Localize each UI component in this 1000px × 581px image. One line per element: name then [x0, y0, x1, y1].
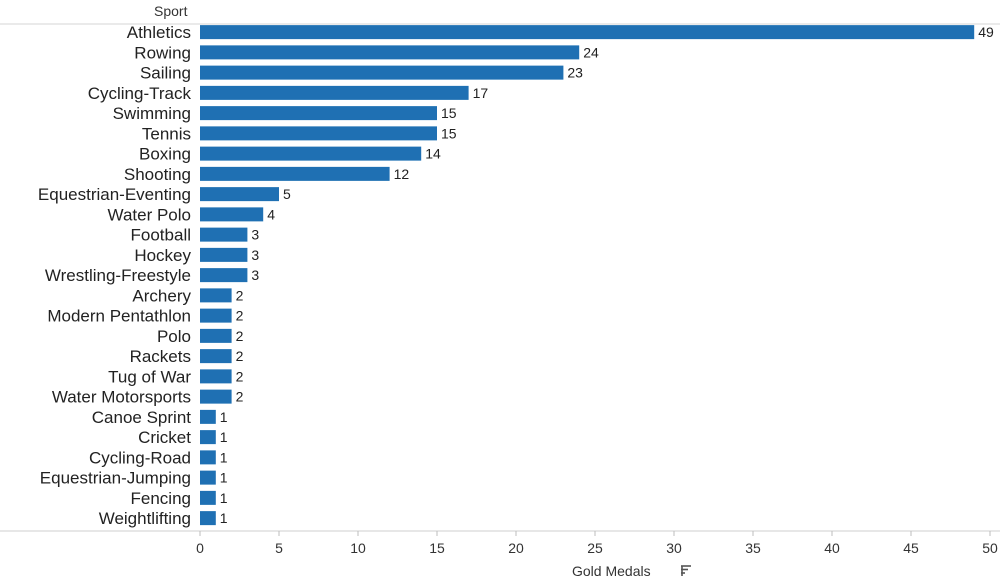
- category-label: Shooting: [124, 165, 191, 184]
- category-label: Weightlifting: [99, 509, 191, 528]
- bar[interactable]: [200, 470, 216, 485]
- x-tick-label: 0: [196, 540, 204, 556]
- x-tick-label: 20: [508, 540, 524, 556]
- category-label: Cycling-Track: [88, 84, 192, 103]
- x-tick-label: 35: [745, 540, 761, 556]
- x-tick-label: 45: [903, 540, 919, 556]
- data-label: 2: [236, 308, 244, 324]
- category-label: Cycling-Road: [89, 448, 191, 467]
- bar[interactable]: [200, 268, 248, 283]
- data-label: 14: [425, 146, 441, 162]
- x-axis-title: Gold Medals: [572, 563, 651, 579]
- data-label: 49: [978, 24, 994, 40]
- data-label: 17: [473, 85, 489, 101]
- bar[interactable]: [200, 369, 232, 384]
- bar[interactable]: [200, 288, 232, 303]
- category-label: Archery: [132, 286, 191, 305]
- category-label: Boxing: [139, 145, 191, 164]
- data-label: 2: [236, 389, 244, 405]
- data-label: 3: [251, 227, 259, 243]
- data-label: 2: [236, 348, 244, 364]
- bar[interactable]: [200, 65, 564, 80]
- category-label: Rackets: [130, 347, 191, 366]
- bar[interactable]: [200, 146, 422, 161]
- x-axis: 0 5 10 15 20 25 30 35 40 45 50: [0, 530, 1000, 556]
- bar[interactable]: [200, 227, 248, 242]
- sort-descending-icon[interactable]: [681, 565, 691, 576]
- category-label: Athletics: [127, 23, 191, 42]
- data-label: 12: [394, 166, 410, 182]
- bar[interactable]: [200, 45, 580, 60]
- x-tick-label: 50: [982, 540, 998, 556]
- x-tick-label: 5: [275, 540, 283, 556]
- data-label: 2: [236, 287, 244, 303]
- category-label: Swimming: [113, 104, 191, 123]
- category-label: Rowing: [134, 43, 191, 62]
- category-label: Wrestling-Freestyle: [45, 266, 191, 285]
- category-label: Tug of War: [108, 367, 191, 386]
- data-label: 1: [220, 409, 228, 425]
- bar[interactable]: [200, 247, 248, 262]
- bar[interactable]: [200, 85, 469, 100]
- bar[interactable]: [200, 409, 216, 424]
- category-label: Water Polo: [108, 205, 191, 224]
- category-label: Canoe Sprint: [92, 408, 192, 427]
- category-label: Hockey: [134, 246, 191, 265]
- bar[interactable]: [200, 166, 390, 181]
- category-label: Fencing: [131, 489, 191, 508]
- data-label: 15: [441, 125, 457, 141]
- bar[interactable]: [200, 490, 216, 505]
- category-label: Water Motorsports: [52, 388, 191, 407]
- category-label: Cricket: [138, 428, 191, 447]
- bar[interactable]: [200, 106, 437, 121]
- data-label: 5: [283, 186, 291, 202]
- bar[interactable]: [200, 511, 216, 526]
- data-label: 24: [583, 44, 599, 60]
- bar[interactable]: [200, 126, 437, 141]
- data-label: 3: [251, 267, 259, 283]
- x-tick-label: 25: [587, 540, 603, 556]
- bar[interactable]: [200, 389, 232, 404]
- category-label: Equestrian-Eventing: [38, 185, 191, 204]
- bar[interactable]: [200, 430, 216, 445]
- data-label: 1: [220, 510, 228, 526]
- data-label: 2: [236, 368, 244, 384]
- bar[interactable]: [200, 349, 232, 364]
- data-label: 15: [441, 105, 457, 121]
- bar[interactable]: [200, 308, 232, 323]
- category-label: Modern Pentathlon: [47, 307, 191, 326]
- bar[interactable]: [200, 187, 279, 202]
- category-label: Tennis: [142, 124, 191, 143]
- data-label: 4: [267, 206, 275, 222]
- data-label: 3: [251, 247, 259, 263]
- x-tick-label: 10: [350, 540, 366, 556]
- data-label: 1: [220, 449, 228, 465]
- row-header-sport: Sport: [154, 3, 188, 19]
- bar[interactable]: [200, 450, 216, 465]
- category-label: Football: [131, 226, 191, 245]
- data-label: 23: [567, 65, 583, 81]
- category-label: Polo: [157, 327, 191, 346]
- category-label: Sailing: [140, 64, 191, 83]
- x-tick-label: 40: [824, 540, 840, 556]
- bar[interactable]: [200, 25, 975, 40]
- data-label: 1: [220, 429, 228, 445]
- data-label: 2: [236, 328, 244, 344]
- data-label: 1: [220, 470, 228, 486]
- data-label: 1: [220, 490, 228, 506]
- bar[interactable]: [200, 328, 232, 343]
- x-tick-label: 30: [666, 540, 682, 556]
- bar[interactable]: [200, 207, 264, 222]
- category-label: Equestrian-Jumping: [40, 469, 191, 488]
- x-tick-label: 15: [429, 540, 445, 556]
